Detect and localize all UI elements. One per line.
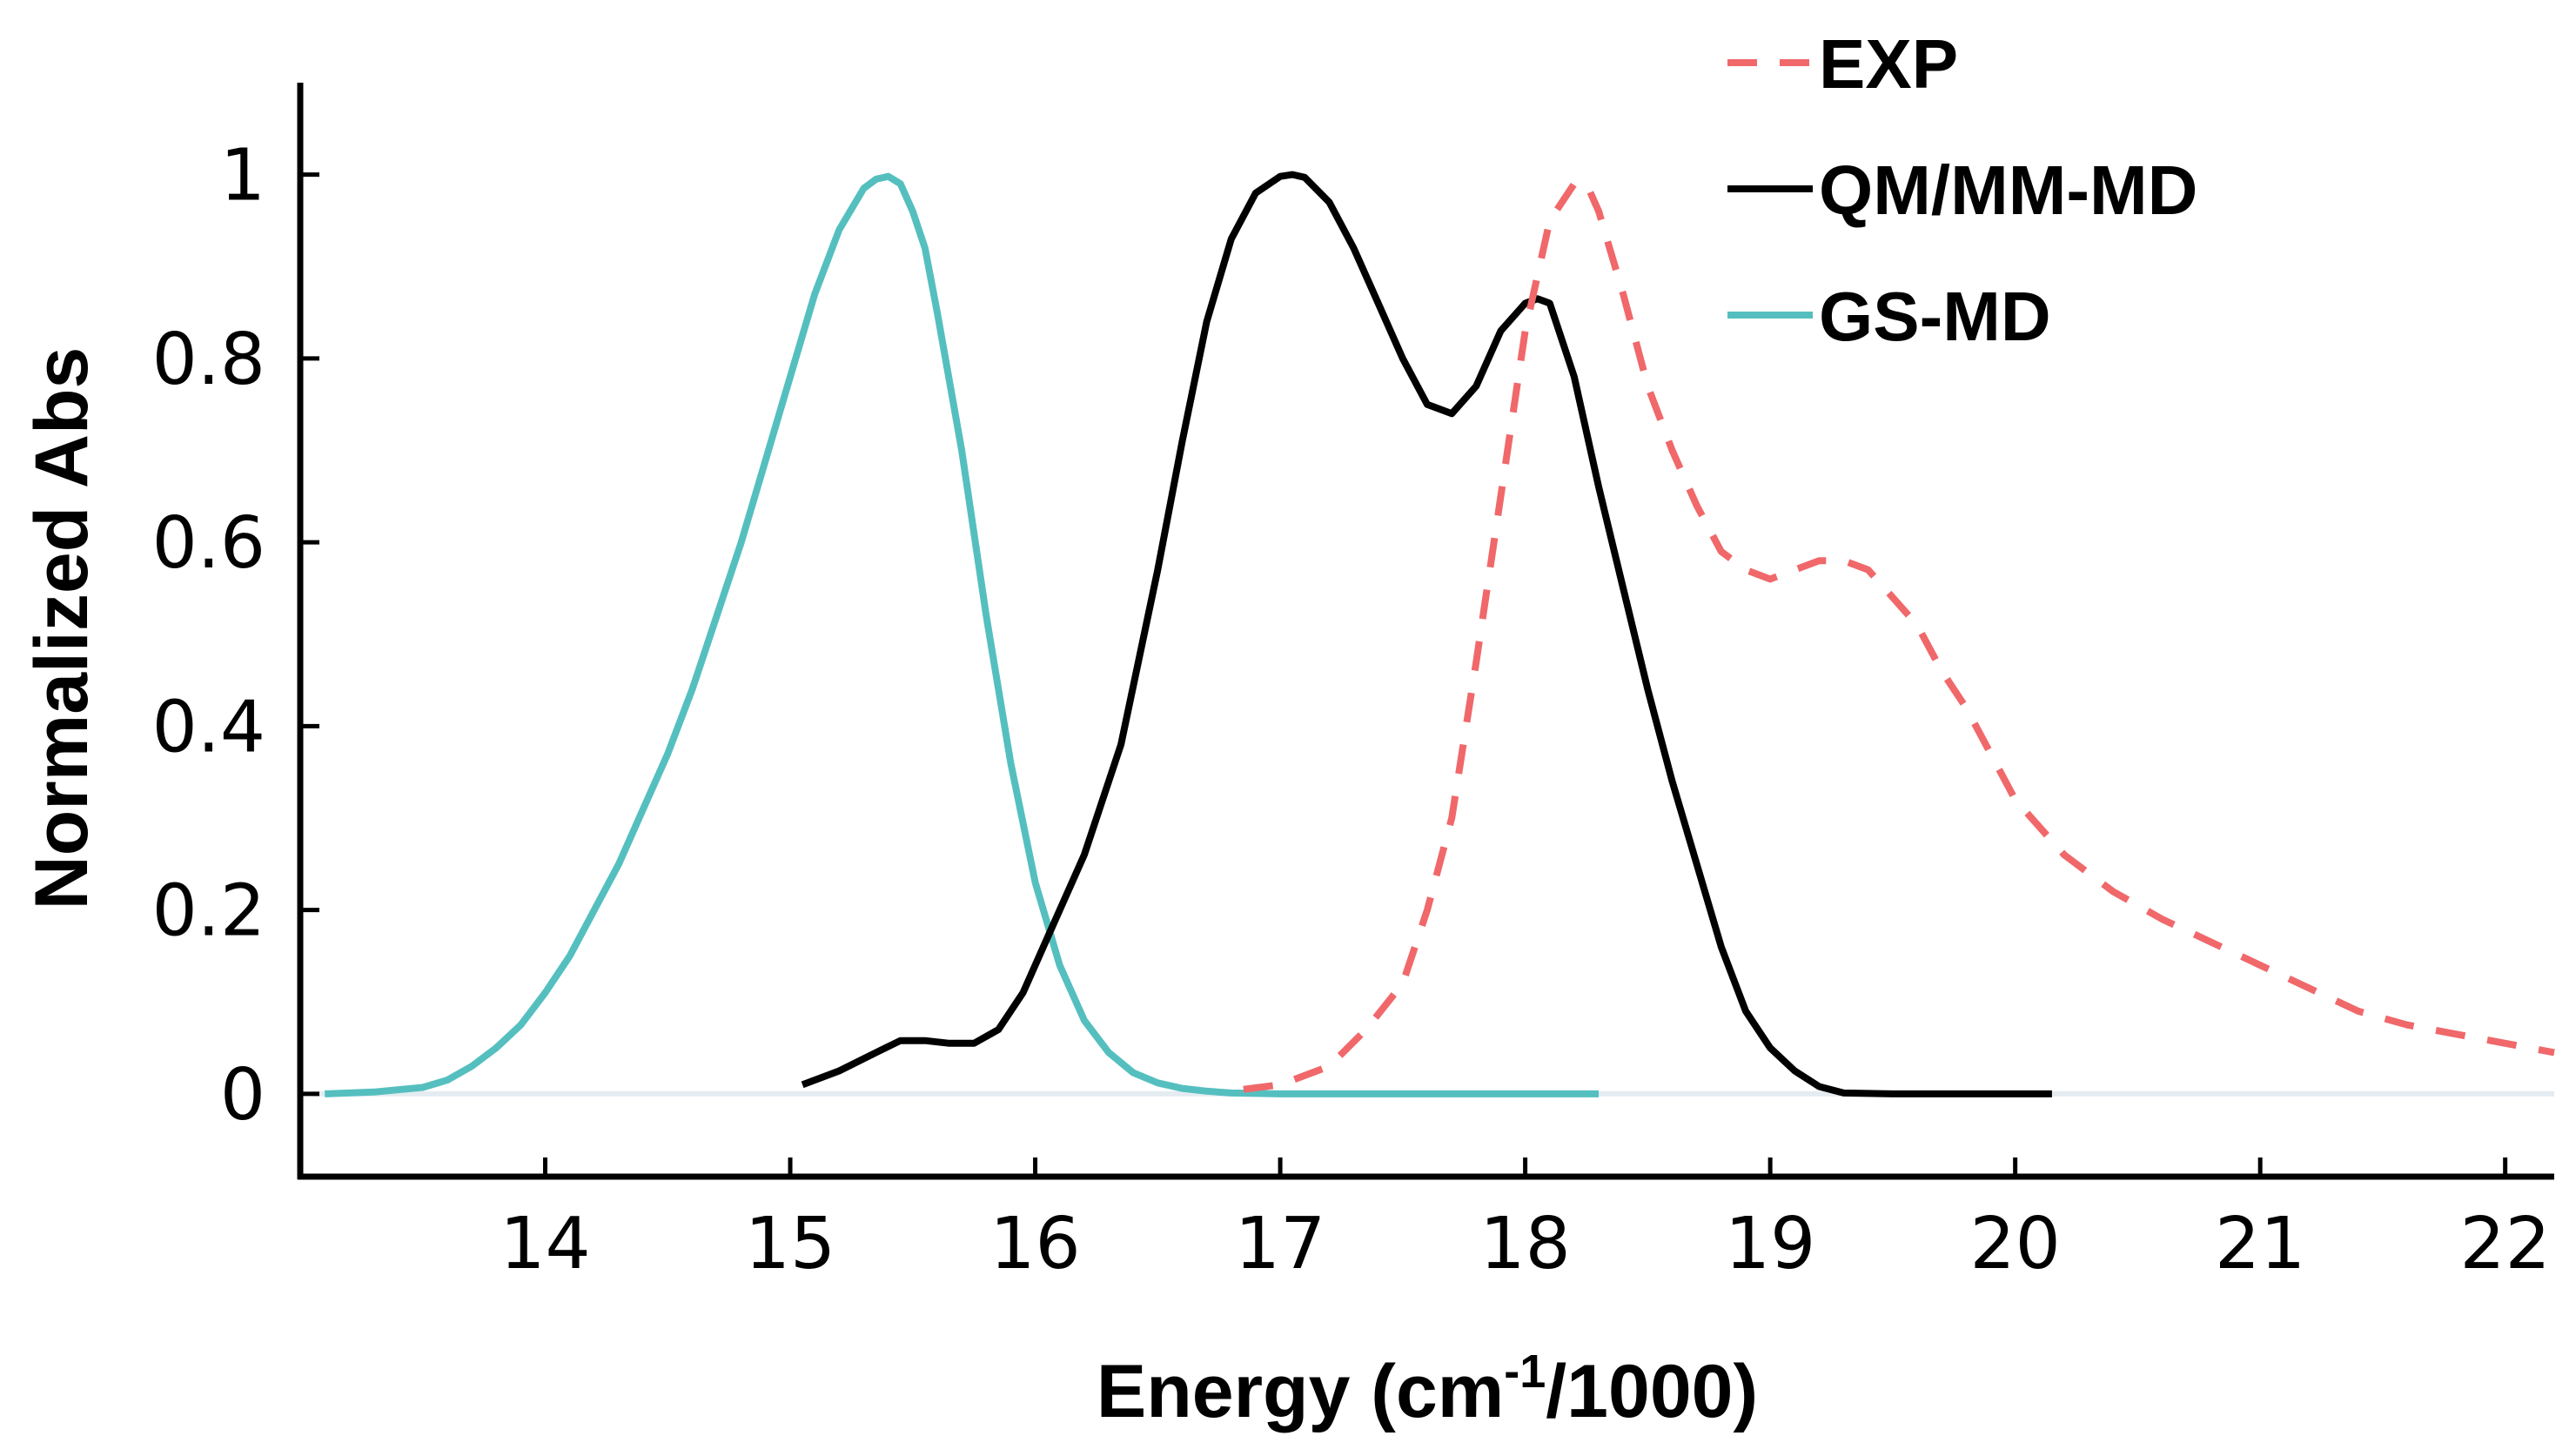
y-tick-label: 1 bbox=[220, 135, 265, 218]
x-tick-label: 14 bbox=[500, 1203, 590, 1285]
y-ticks: 0 0.2 0.4 0.6 0.8 1 bbox=[152, 135, 319, 1137]
x-tick-label: 19 bbox=[1725, 1203, 1815, 1285]
axes-layer bbox=[297, 83, 2554, 1180]
legend-label: EXP bbox=[1819, 25, 1958, 103]
x-tick-label: 22 bbox=[2460, 1203, 2551, 1285]
x-tick-label: 15 bbox=[745, 1203, 835, 1285]
legend-label: GS-MD bbox=[1819, 278, 2051, 355]
x-tick-label: 21 bbox=[2215, 1203, 2305, 1285]
series-layer bbox=[325, 171, 2555, 1097]
x-tick-label: 16 bbox=[989, 1203, 1080, 1285]
y-tick-label: 0 bbox=[220, 1054, 265, 1137]
x-axis-title-main: Energy (cm bbox=[1097, 1350, 1504, 1433]
x-axis-title-superscript: -1 bbox=[1504, 1345, 1546, 1398]
legend-label: QM/MM-MD bbox=[1819, 151, 2197, 229]
series-line-exp bbox=[1243, 180, 2555, 1093]
x-tick-label: 17 bbox=[1235, 1203, 1325, 1285]
series-line-qm-mm-md bbox=[801, 171, 2052, 1097]
y-axis-title: Normalized Abs bbox=[20, 347, 104, 910]
x-axis-title: Energy (cm-1/1000) bbox=[1097, 1345, 1758, 1433]
y-tick-label: 0.4 bbox=[152, 686, 265, 768]
y-tick-label: 0.8 bbox=[152, 319, 265, 401]
x-tick-label: 20 bbox=[1969, 1203, 2060, 1285]
legend: EXP QM/MM-MD GS-MD bbox=[1727, 25, 2197, 355]
y-tick-label: 0.2 bbox=[152, 870, 265, 953]
y-tick-label: 0.6 bbox=[152, 502, 265, 585]
x-tick-label: 18 bbox=[1479, 1203, 1570, 1285]
x-ticks: 14 15 16 17 18 19 20 21 22 bbox=[500, 1157, 2551, 1285]
series-line-gs-md bbox=[325, 172, 1600, 1097]
x-axis-title-tail: /1000) bbox=[1546, 1350, 1758, 1433]
